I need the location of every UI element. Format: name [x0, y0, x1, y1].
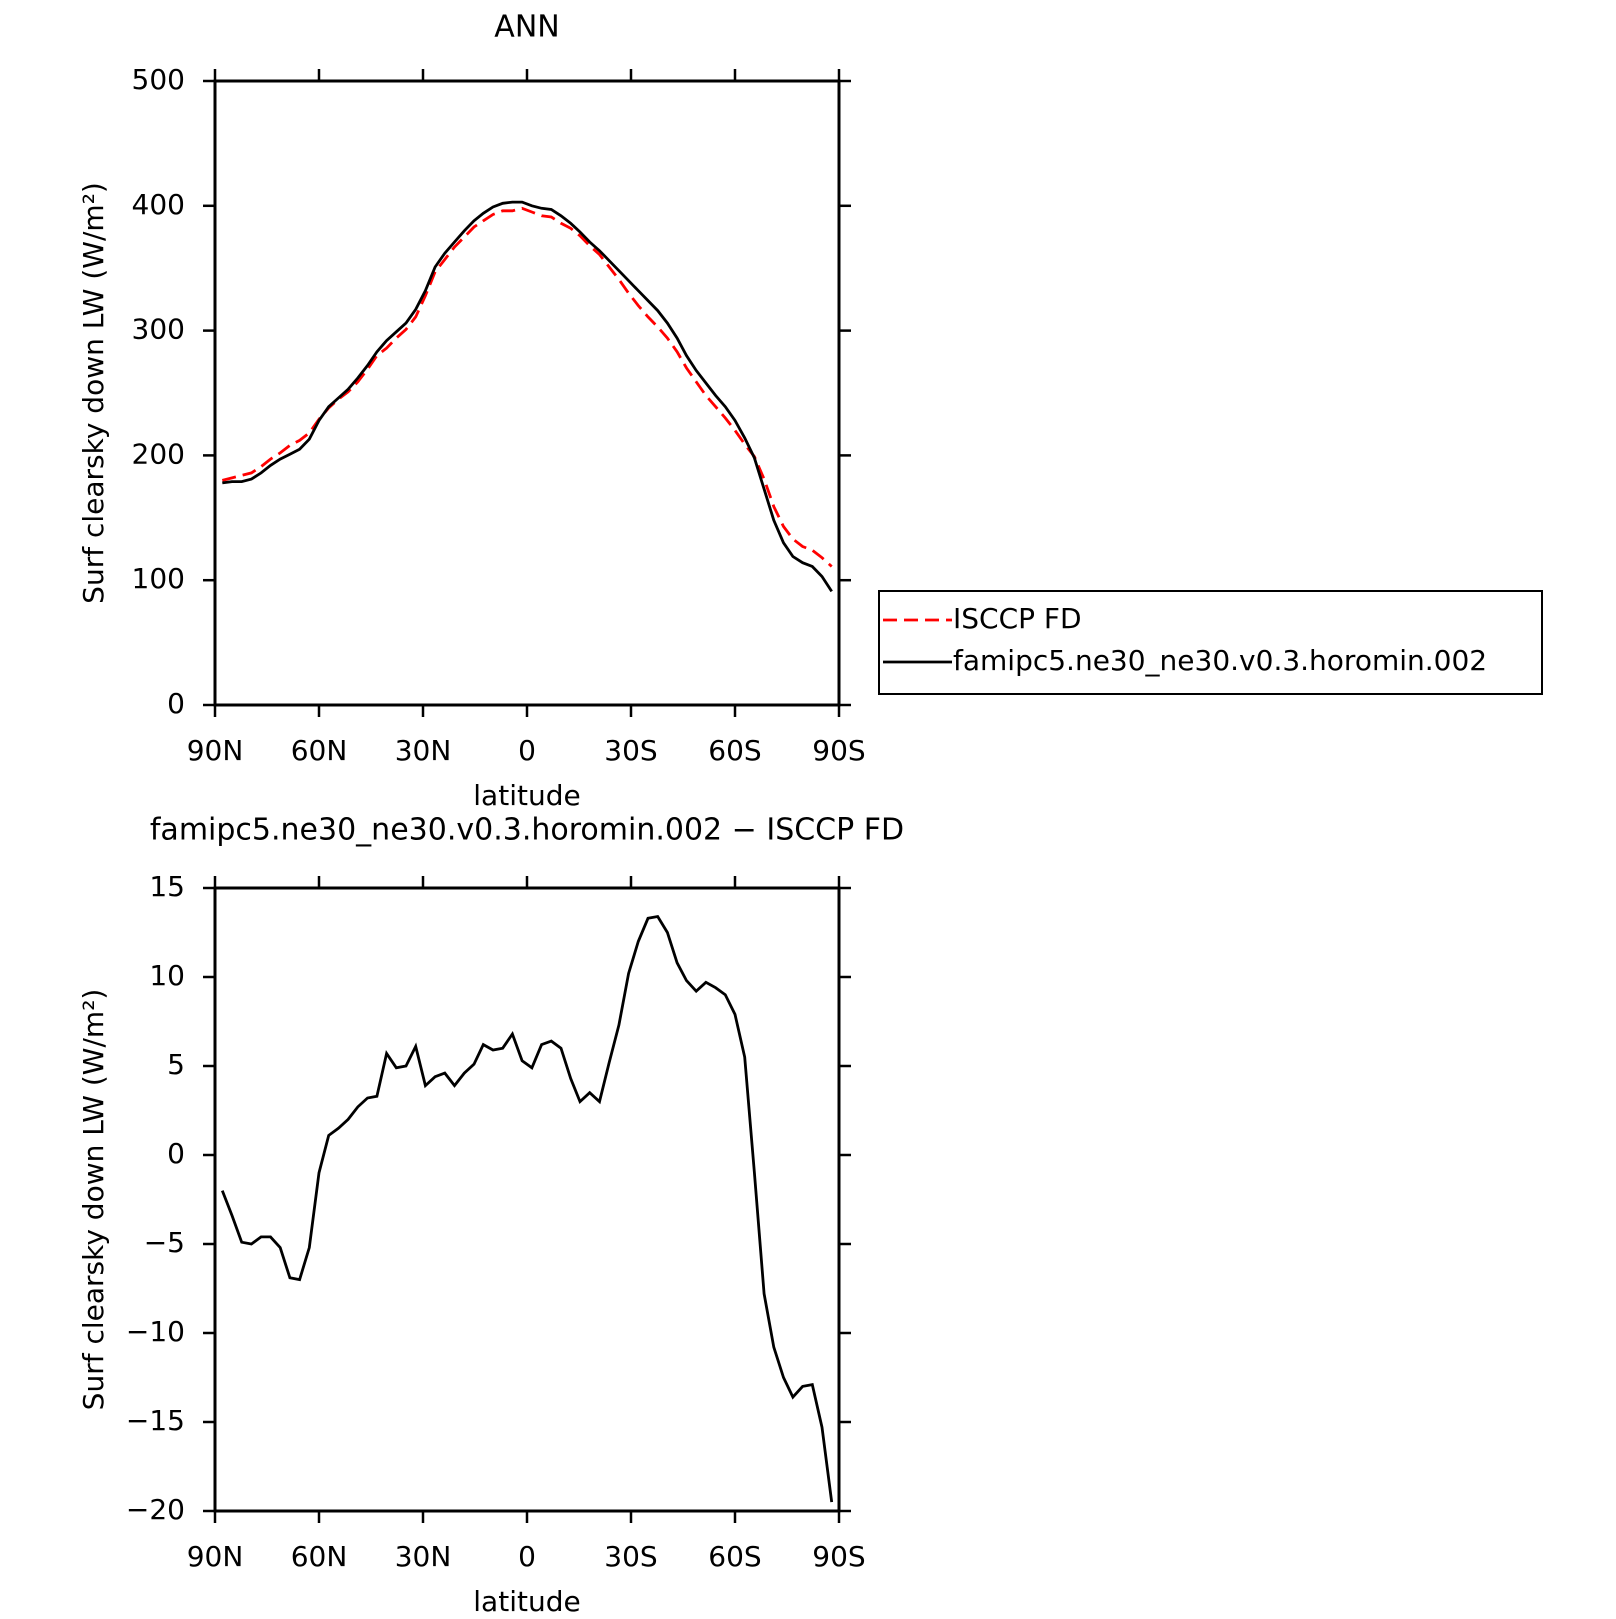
y-axis-label: Surf clearsky down LW (W/m²) — [77, 182, 110, 604]
y-tick-label: 100 — [132, 562, 185, 595]
y-tick-label: 10 — [149, 959, 185, 992]
plot-frame — [213, 886, 841, 1513]
y-tick-label: 15 — [149, 870, 185, 903]
legend-box — [878, 590, 1543, 695]
y-tick-label: 500 — [132, 63, 185, 96]
x-axis-label: latitude — [473, 779, 580, 812]
y-tick-label: −15 — [126, 1404, 185, 1437]
plot-frame — [213, 79, 841, 707]
y-tick-label: −10 — [126, 1315, 185, 1348]
data-line — [222, 200, 833, 593]
y-tick-label: 0 — [167, 687, 185, 720]
x-tick-label: 0 — [518, 1540, 536, 1573]
x-tick-label: 60N — [291, 1540, 348, 1573]
chart-title: ANN — [494, 10, 559, 45]
x-axis-label: latitude — [473, 1585, 580, 1618]
chart-title: famipc5.ne30_ne30.v0.3.horomin.002 − ISC… — [150, 813, 904, 848]
x-tick-label: 60S — [708, 734, 761, 767]
x-tick-label: 90N — [187, 1540, 244, 1573]
y-tick-label: −20 — [126, 1493, 185, 1526]
data-line — [221, 206, 833, 568]
x-tick-label: 30N — [395, 1540, 452, 1573]
y-tick-label: 300 — [132, 313, 185, 346]
y-axis-label: Surf clearsky down LW (W/m²) — [77, 989, 110, 1411]
legend-label: ISCCP FD — [953, 602, 1082, 635]
x-tick-label: 30N — [395, 734, 452, 767]
y-tick-label: 5 — [167, 1048, 185, 1081]
y-tick-label: −5 — [144, 1226, 185, 1259]
y-tick-label: 0 — [167, 1137, 185, 1170]
x-tick-label: 0 — [518, 734, 536, 767]
y-tick-label: 400 — [132, 188, 185, 221]
x-tick-label: 90S — [812, 1540, 865, 1573]
x-tick-label: 30S — [604, 1540, 657, 1573]
legend-label: famipc5.ne30_ne30.v0.3.horomin.002 — [953, 644, 1487, 677]
y-tick-label: 200 — [132, 437, 185, 470]
x-tick-label: 30S — [604, 734, 657, 767]
x-tick-label: 90N — [187, 734, 244, 767]
x-tick-label: 60S — [708, 1540, 761, 1573]
data-line — [220, 914, 834, 1503]
x-tick-label: 90S — [812, 734, 865, 767]
x-tick-label: 60N — [291, 734, 348, 767]
